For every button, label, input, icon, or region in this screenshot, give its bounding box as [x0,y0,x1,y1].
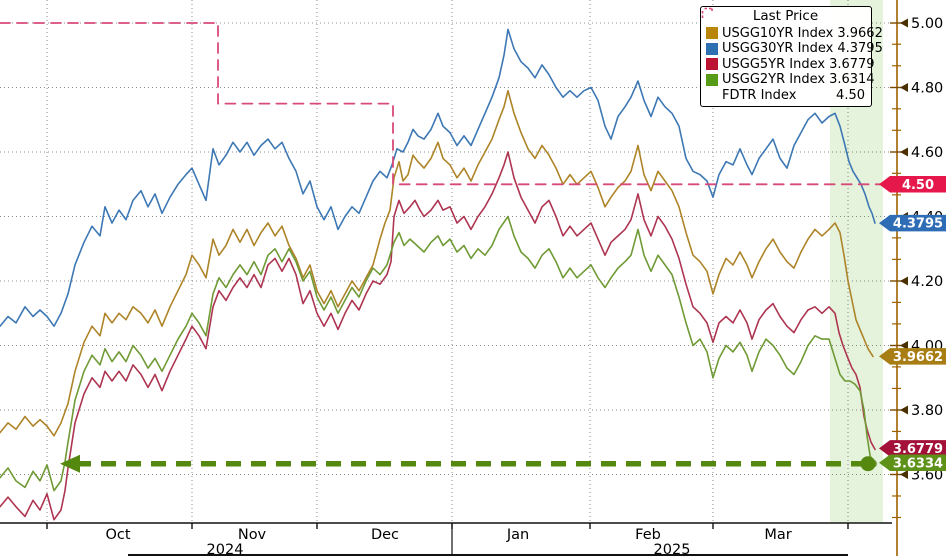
legend-last-price: 3.6314 [829,72,875,87]
month-label-oct: Oct [105,527,130,543]
legend-series-name: USGG5YR Index [722,56,826,72]
legend-last-price: 3.9662 [837,25,883,41]
month-label-nov: Nov [238,527,267,543]
tick-arrow-icon [900,83,908,92]
legend-series-name: USGG2YR Index [722,72,826,87]
year-label-2025: 2025 [654,542,691,556]
legend-last-price: 4.50 [836,87,865,103]
usgg5yr-swatch-icon [706,58,718,71]
month-label-dec: Dec [371,527,399,543]
tick-arrow-icon [900,147,908,157]
legend-title: Last Price [752,8,819,24]
tick-arrow-icon [900,276,908,286]
price-badge-label: 4.50 [902,178,934,193]
legend-series-name: USGG10YR Index [722,25,834,41]
x-axis-ticks: Oct Nov Dec Jan Feb Mar 2024 2025 [46,523,849,556]
year-label-2024: 2024 [207,542,244,556]
gridlines [0,0,892,523]
usgg10yr-index-line [0,89,874,437]
y-tick-label-4.20: 4.20 [911,274,943,290]
tick-arrow-icon [900,18,908,28]
legend-last-price: 4.3795 [837,41,883,56]
month-label-mar: Mar [764,527,791,543]
y-tick-label-4.60: 4.60 [911,145,943,161]
fdtr-step-icon [701,7,718,101]
legend-last-price: 3.6779 [829,56,875,72]
price-badge-3.6334 [879,454,946,471]
legend-box: Last Price USGG10YR Index 3.9662 USGG30Y… [700,6,883,107]
price-badge-3.9662 [879,348,946,365]
usgg30yr-swatch-icon [706,42,718,55]
month-label-feb: Feb [635,527,661,543]
tick-arrow-icon [900,470,908,479]
usgg2yr-index-line [0,215,874,492]
usgg30yr-index-line [0,28,876,328]
price-badge-label: 3.9662 [893,350,943,365]
legend-row-usgg10yr[interactable]: USGG10YR Index 3.9662 [706,25,883,42]
y-tick-label-3.80: 3.80 [911,403,943,419]
arrow-end-dot [860,456,876,472]
y-tick-label-5.00: 5.00 [911,16,943,32]
legend-row-usgg2yr[interactable]: USGG2YR Index 3.6314 [706,72,875,88]
fdtr-index-line [0,22,893,186]
legend-series-name: USGG30YR Index [722,41,834,56]
legend-row-fdtr[interactable]: FDTR Index 4.50 [701,7,865,104]
tick-arrow-icon [900,341,908,350]
usgg5yr-index-line [0,151,876,521]
y-tick-label-4.80: 4.80 [911,81,943,97]
y-tick-label-3.60: 3.60 [911,468,943,484]
tick-arrow-icon [900,405,908,415]
usgg2yr-swatch-icon [706,73,718,86]
price-badge-4.50 [879,176,946,193]
legend-series-name: FDTR Index [722,87,797,103]
price-badge-label: 3.6779 [893,442,943,457]
month-label-jan: Jan [506,527,529,543]
price-badge-4.3795 [879,214,946,232]
usgg10yr-swatch-icon [706,27,718,40]
arrow-left-head-icon [60,454,80,473]
legend-row-usgg5yr[interactable]: USGG5YR Index 3.6779 [706,56,875,73]
legend-row-usgg30yr[interactable]: USGG30YR Index 4.3795 [706,41,883,57]
price-badge-3.6779 [879,440,946,457]
price-badge-label: 4.3795 [893,217,943,232]
price-badge-label: 3.6334 [893,456,943,471]
